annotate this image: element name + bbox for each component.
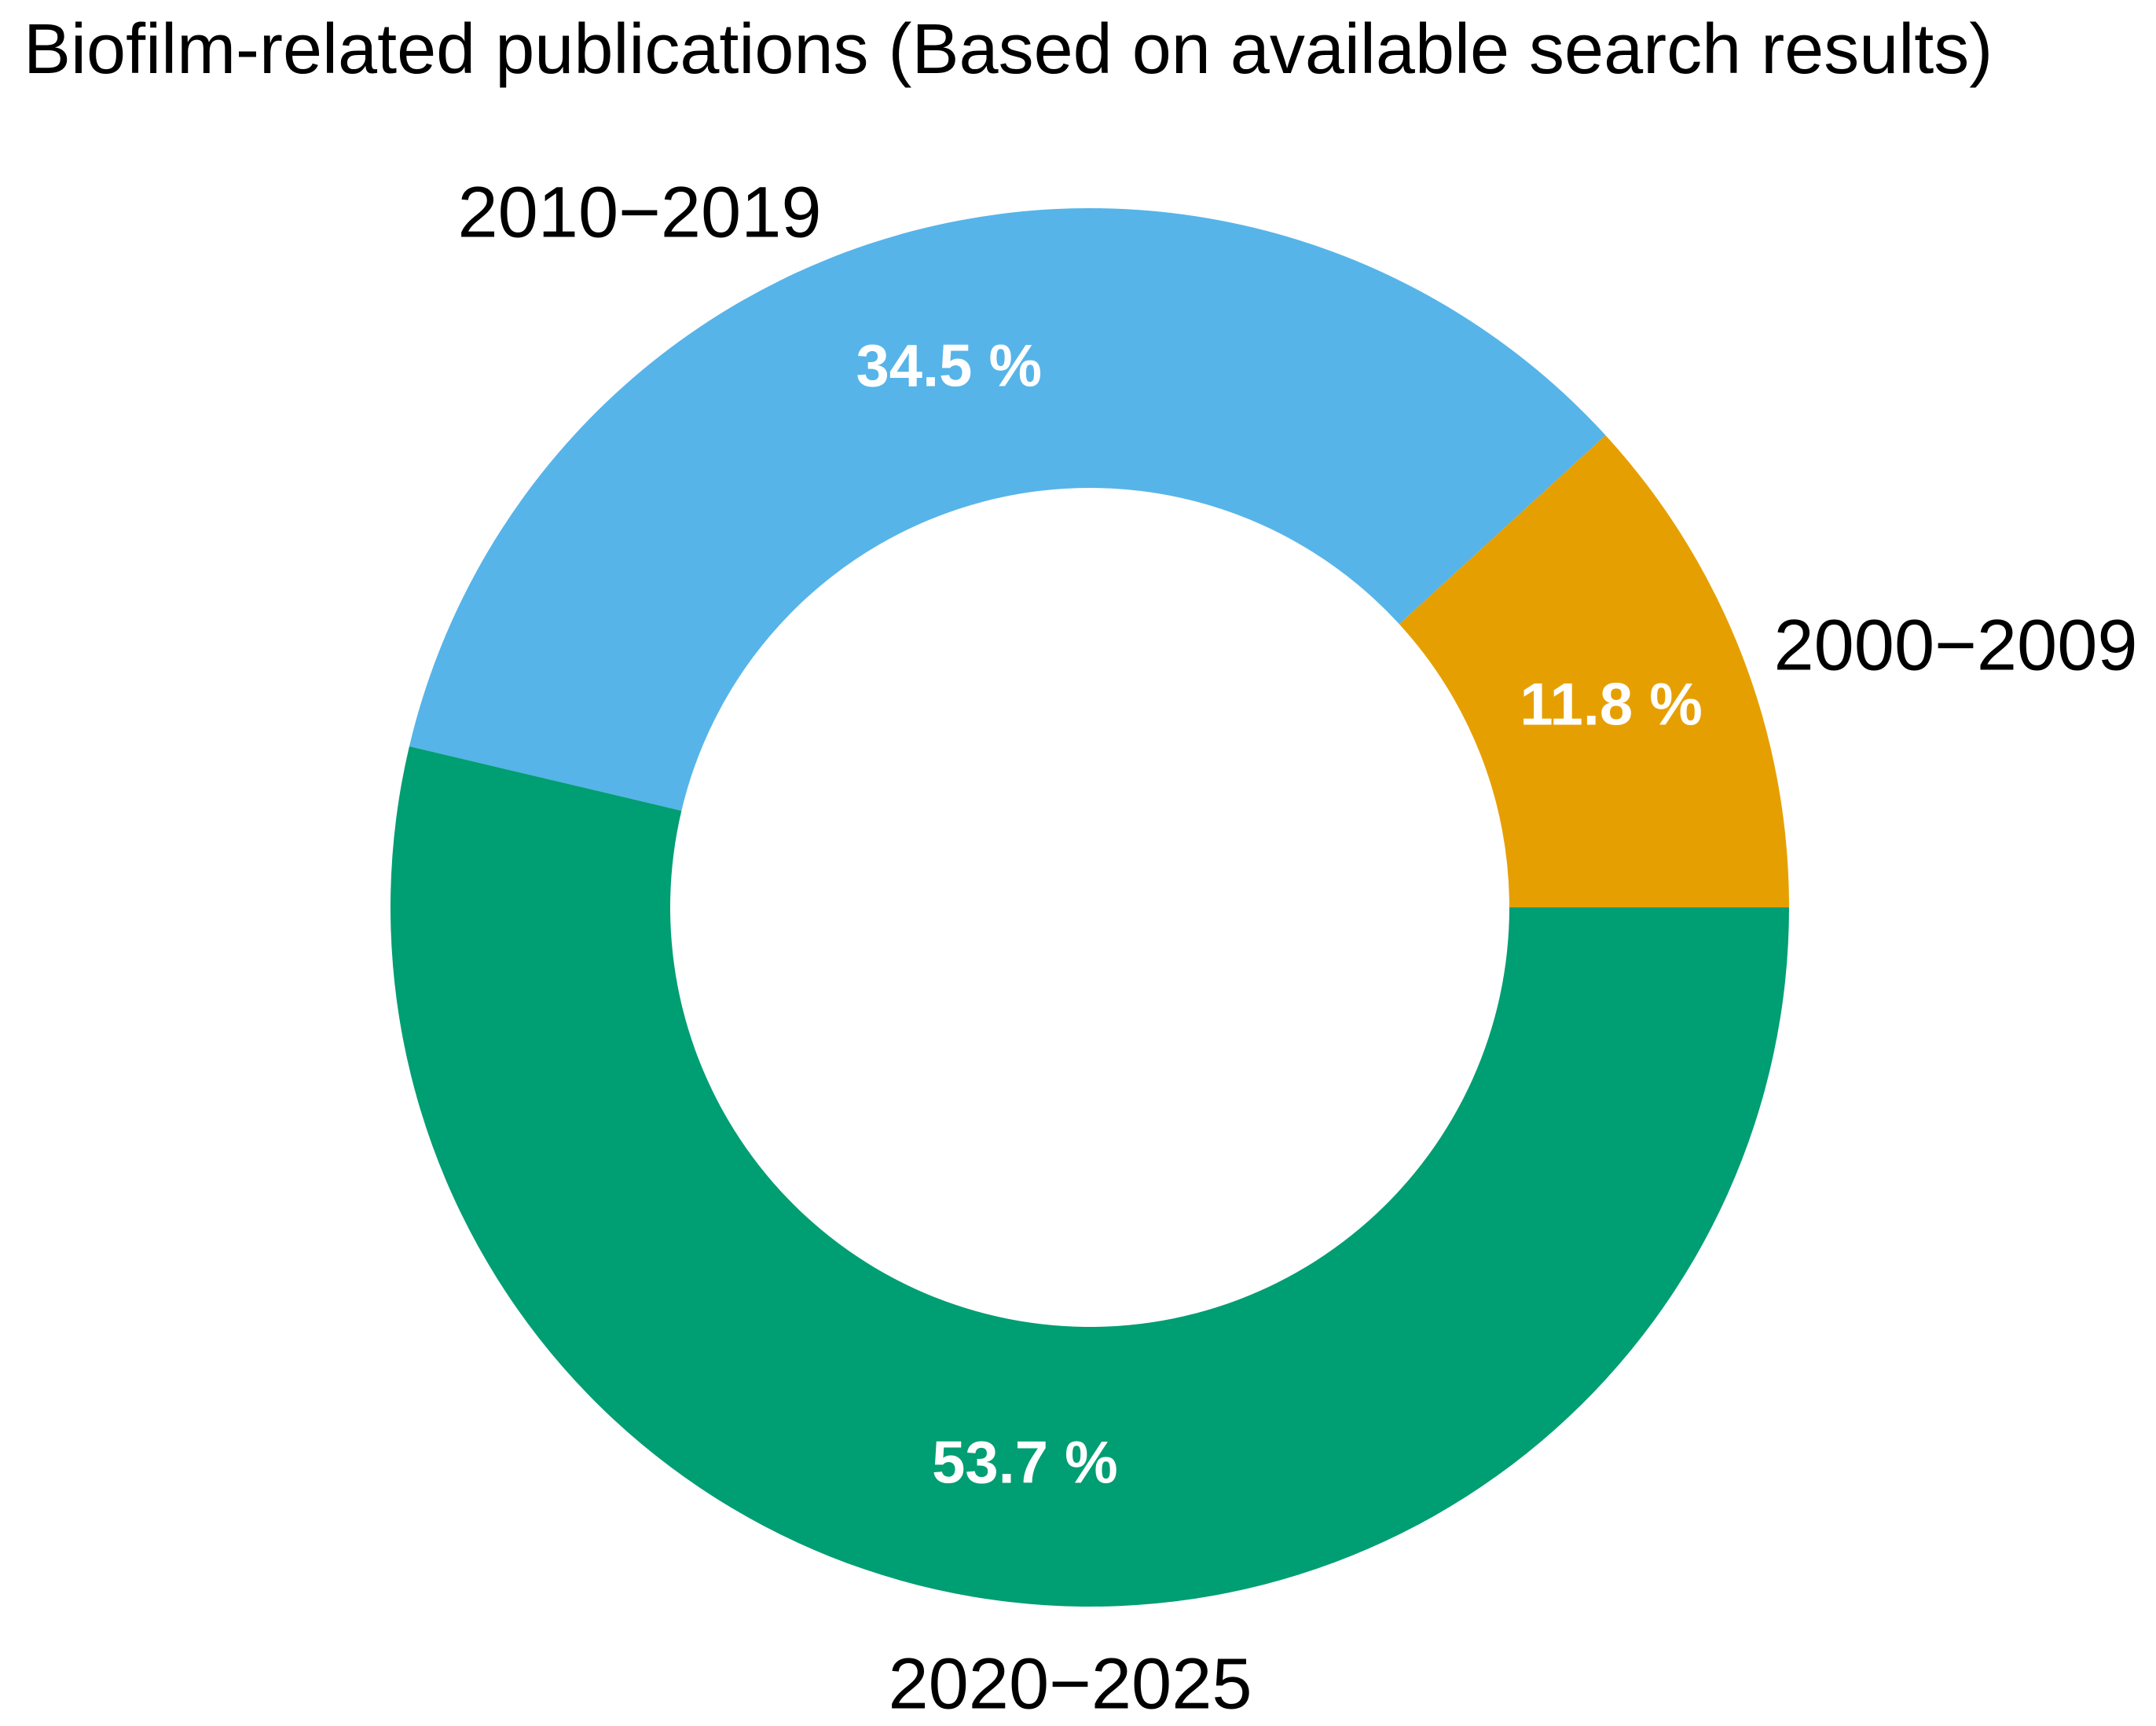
pie-slice-2	[390, 746, 1789, 1607]
category-label-2020-2025: 2020−2025	[888, 1644, 1252, 1724]
slice-percent-label-1: 34.5 %	[856, 332, 1042, 399]
category-label-2010-2019: 2010−2019	[457, 172, 822, 253]
slice-percent-label-0: 11.8 %	[1520, 672, 1702, 738]
chart-title: Biofilm-related publications (Based on a…	[24, 10, 1993, 89]
category-label-2000-2009: 2000−2009	[1773, 605, 2138, 686]
pie-slice-1	[409, 207, 1606, 811]
slice-percent-label-2: 53.7 %	[932, 1430, 1118, 1497]
pie-slice-0	[1399, 434, 1789, 907]
